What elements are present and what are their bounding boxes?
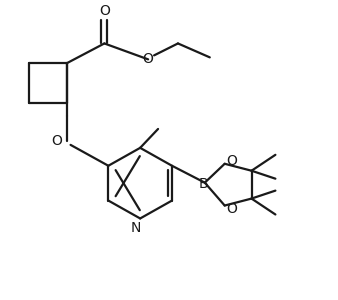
Text: N: N	[131, 221, 141, 236]
Text: O: O	[226, 202, 237, 215]
Text: B: B	[199, 177, 209, 191]
Text: O: O	[226, 154, 237, 168]
Text: O: O	[99, 4, 110, 18]
Text: O: O	[143, 52, 153, 66]
Text: O: O	[51, 134, 62, 148]
